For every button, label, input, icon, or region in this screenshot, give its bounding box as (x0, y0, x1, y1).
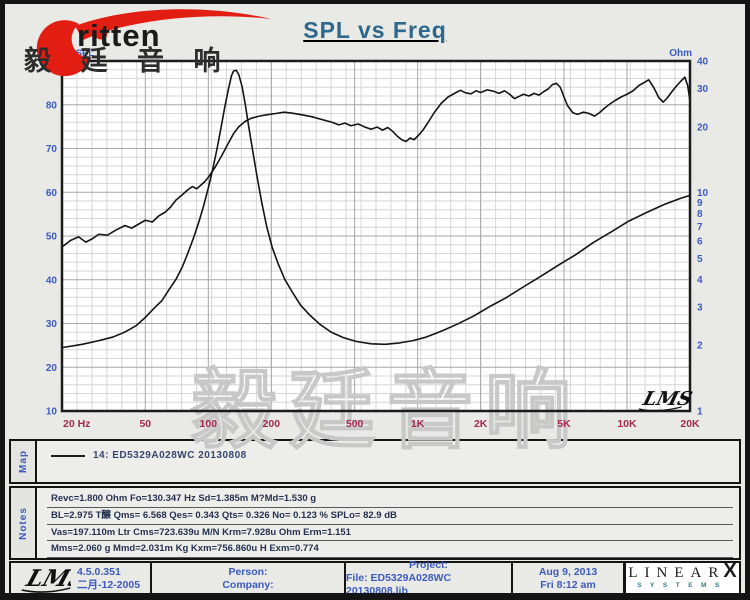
x-tick: 20 Hz (63, 418, 90, 430)
legend-line-sample (51, 455, 85, 457)
linearx-letters: LINEAR (628, 565, 726, 581)
y-left-tick: 10 (46, 407, 58, 418)
x-tick: 500 (346, 418, 364, 430)
svg-text:LMS: LMS (22, 564, 71, 591)
page-title-text: SPL vs Freq (303, 17, 447, 43)
y-left-tick: 20 (46, 363, 58, 374)
y-right-tick: 9 (697, 198, 703, 209)
x-tick: 5K (557, 418, 571, 430)
note-line: Mms=2.060 g Mmd=2.031m Kg Kxm=756.860u H… (47, 541, 733, 558)
footer-version-cell: LMS 4.5.0.351 二月-12-2005 (11, 563, 152, 593)
y-right-tick: 5 (697, 254, 703, 265)
linearx-systems: SYSTEMS (637, 582, 728, 589)
footer-project-cell: Project: File: ED5329A028WC 20130808.lib (346, 559, 513, 593)
y-right-tick: 2 (697, 341, 703, 352)
page-title: SPL vs Freq (5, 17, 745, 44)
y-left-tick: 70 (46, 144, 58, 155)
y-left-tick: 40 (46, 275, 58, 286)
notes-panel-label: Notes (11, 488, 37, 558)
app-version-date: 二月-12-2005 (77, 578, 141, 591)
x-tick: 1K (411, 418, 425, 430)
svg-text:LMS: LMS (640, 387, 695, 410)
y-right-tick: 30 (697, 84, 709, 95)
map-legend: 14: ED5329A028WC 20130808 (37, 441, 739, 482)
y-right-tick: 1 (697, 407, 703, 418)
notes-label-text: Notes (17, 506, 29, 540)
x-tick: 10K (617, 418, 637, 430)
spl-impedance-chart: 毅廷音响908070605040302010403020109876543212… (46, 48, 709, 459)
y-right-tick: 4 (697, 275, 703, 286)
y-left-tick: 30 (46, 319, 58, 330)
y-right-axis-title: Ohm (669, 48, 692, 59)
y-right-tick: 6 (697, 236, 703, 247)
x-tick: 2K (474, 418, 488, 430)
footer-datetime-cell: Aug 9, 2013 Fri 8:12 am (513, 563, 625, 593)
note-line: Vas=197.110m Ltr Cms=723.639u M/N Krm=7.… (47, 525, 733, 542)
footer-bar: LMS 4.5.0.351 二月-12-2005 Person: Company… (9, 559, 741, 593)
y-left-tick: 50 (46, 232, 58, 243)
footer-person-cell: Person: Company: (152, 563, 346, 593)
note-line: BL=2.975 T醸 Qms= 6.568 Qes= 0.343 Qts= 0… (47, 508, 733, 525)
brand-chinese-name: 毅 廷 音 响 (24, 46, 232, 76)
report-date: Aug 9, 2013 (538, 565, 598, 578)
note-line: Revc=1.800 Ohm Fo=130.347 Hz Sd=1.385m M… (47, 491, 733, 508)
app-version: 4.5.0.351 (77, 565, 121, 578)
spl-curve (61, 76, 691, 248)
x-tick: 100 (200, 418, 218, 430)
y-right-tick: 40 (697, 57, 709, 68)
lms-logo-icon: LMS (21, 564, 71, 593)
brand-name: ritten (77, 18, 161, 53)
impedance-curve (61, 69, 691, 349)
y-left-axis-title: dBSPL (63, 48, 94, 59)
y-right-tick: 3 (697, 302, 703, 313)
grid (62, 61, 690, 411)
map-panel: Map 14: ED5329A028WC 20130808 (9, 439, 741, 484)
y-right-tick: 20 (697, 122, 709, 133)
legend-text: 14: ED5329A028WC 20130808 (93, 450, 247, 461)
y-left-tick: 60 (46, 188, 58, 199)
notes-panel: Notes Revc=1.800 Ohm Fo=130.347 Hz Sd=1.… (9, 486, 741, 560)
map-panel-label: Map (11, 441, 37, 482)
x-tick: 20K (680, 418, 700, 430)
plot-border (60, 59, 692, 413)
lms-signature: LMS (638, 387, 695, 412)
report-time: Fri 8:12 am (540, 578, 596, 591)
linearx-x: X (723, 560, 737, 582)
company-label: Company: (222, 578, 274, 591)
brand-swoosh-icon (36, 9, 271, 77)
file-label: File: ED5329A028WC 20130808.lib (346, 572, 452, 597)
y-right-tick: 7 (697, 222, 703, 233)
x-tick: 200 (263, 418, 281, 430)
y-left-tick: 80 (46, 100, 58, 111)
x-tick: 50 (139, 418, 151, 430)
y-right-tick: 8 (697, 209, 703, 220)
person-label: Person: (228, 565, 268, 578)
brand-logo: ritten 毅 廷 音 响 (15, 6, 285, 86)
notes-lines: Revc=1.800 Ohm Fo=130.347 Hz Sd=1.385m M… (37, 488, 739, 558)
y-right-tick: 10 (697, 188, 709, 199)
linearx-logo: LINEAR X SYSTEMS (625, 560, 739, 593)
project-label: Project: (408, 559, 449, 571)
